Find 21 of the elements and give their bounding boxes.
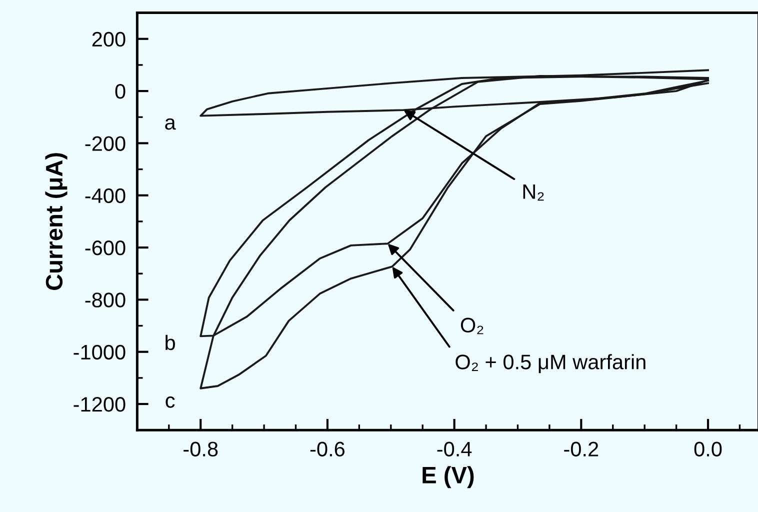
- y-tick-label: -1200: [74, 397, 126, 412]
- x-tick-label: -0.8: [184, 442, 218, 456]
- y-tick-label: 0: [115, 84, 126, 99]
- annotation: O₂ + 0.5 μM warfarin: [456, 354, 646, 374]
- y-tick-label: -600: [85, 240, 126, 256]
- x-axis-title: E (V): [422, 466, 474, 488]
- annotation: b: [166, 334, 175, 350]
- annotation: c: [166, 396, 175, 408]
- x-tick-label: -0.2: [564, 442, 598, 456]
- annotation: N₂: [523, 184, 544, 201]
- annotation: O₂: [460, 318, 484, 334]
- y-tick-label: -200: [85, 136, 126, 151]
- x-tick-label: -0.6: [310, 442, 345, 456]
- y-tick-label: -800: [85, 292, 126, 308]
- x-tick-label: 0.0: [694, 442, 722, 456]
- y-axis-title: Current (μA): [45, 153, 68, 290]
- y-tick-label: -400: [85, 188, 126, 204]
- annotation: a: [165, 118, 176, 130]
- y-tick-label: -1000: [74, 344, 126, 360]
- y-tick-label: 200: [92, 32, 126, 47]
- x-tick-label: -0.4: [437, 442, 472, 456]
